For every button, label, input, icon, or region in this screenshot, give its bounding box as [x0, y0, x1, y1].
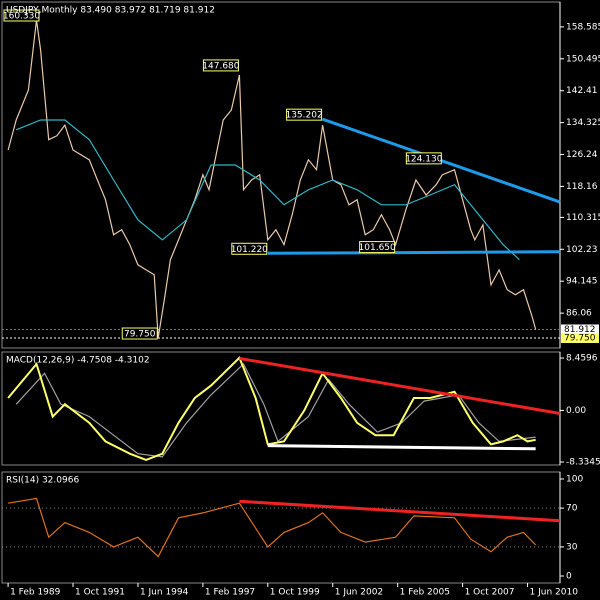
annotation-box: [202, 59, 239, 72]
price-tag-label: 79.750: [564, 334, 596, 344]
price-tag: [561, 333, 599, 344]
x-tick-label: 1 Oct 1991: [75, 588, 125, 598]
x-tick-label: 1 Jun 2010: [530, 588, 579, 598]
annotation-box: [3, 9, 40, 22]
annotation-box: [359, 241, 396, 254]
series-line: [7, 20, 537, 338]
x-tick-label: 1 Feb 1989: [10, 588, 61, 598]
y-tick-label: 142.41: [566, 86, 598, 96]
y-tick-label: 30: [566, 542, 578, 552]
y-tick-label: -8.3345: [566, 457, 600, 467]
annotation-label: 147.680: [202, 61, 239, 71]
trend-line: [239, 356, 561, 415]
y-tick-label: 70: [566, 504, 578, 514]
series-line: [7, 356, 536, 461]
y-tick-label: 0: [566, 572, 572, 582]
y-tick-label: 94.145: [566, 277, 598, 287]
annotation-box: [121, 327, 158, 340]
price-tag: [561, 324, 599, 335]
y-tick-label: 100: [566, 474, 583, 484]
x-tick-label: 1 Jun 1994: [140, 588, 189, 598]
y-tick-label: 126.24: [566, 150, 598, 160]
series-line: [15, 119, 520, 261]
panel-title: RSI(14) 32.0966: [6, 476, 79, 486]
annotation-label: 135.202: [285, 111, 322, 121]
series-line: [15, 363, 536, 458]
annotation-box: [286, 108, 323, 121]
annotation-box: [405, 152, 442, 165]
y-tick-label: 158.585: [566, 22, 600, 32]
x-tick-label: 1 Jun 2002: [335, 588, 383, 598]
trend-line: [239, 499, 561, 523]
y-tick-label: 134.325: [566, 118, 600, 128]
trend-line: [267, 444, 536, 451]
panel-title: MACD(12,26,9) -4.7508 -4.3102: [6, 356, 150, 366]
y-tick-label: 102.23: [566, 245, 598, 255]
series-line: [8, 497, 537, 558]
trend-line: [267, 250, 561, 255]
x-tick-label: 1 Feb 2005: [400, 588, 450, 598]
price-tag-label: 81.912: [564, 325, 596, 335]
x-tick-label: 1 Oct 1999: [270, 588, 320, 598]
y-tick-label: 110.315: [566, 213, 600, 223]
y-tick-label: 0.00: [566, 406, 586, 416]
y-tick-label: 86.06: [566, 309, 592, 319]
y-tick-label: 150.495: [566, 54, 600, 64]
annotation-box: [231, 242, 268, 255]
y-tick-label: 8.4596: [566, 354, 598, 364]
y-tick-label: 118.16: [566, 182, 598, 192]
x-tick-label: 1 Oct 2007: [465, 588, 515, 598]
annotation-label: 101.650: [359, 243, 396, 253]
annotation-label: 124.130: [405, 154, 442, 164]
annotation-label: 160.330: [3, 11, 40, 21]
annotation-label: 101.220: [231, 245, 268, 255]
panel-title: USDJPY,Monthly 83.490 83.972 81.719 81.9…: [6, 6, 215, 16]
annotation-label: 79.750: [124, 330, 156, 340]
x-tick-label: 1 Feb 1997: [205, 588, 255, 598]
